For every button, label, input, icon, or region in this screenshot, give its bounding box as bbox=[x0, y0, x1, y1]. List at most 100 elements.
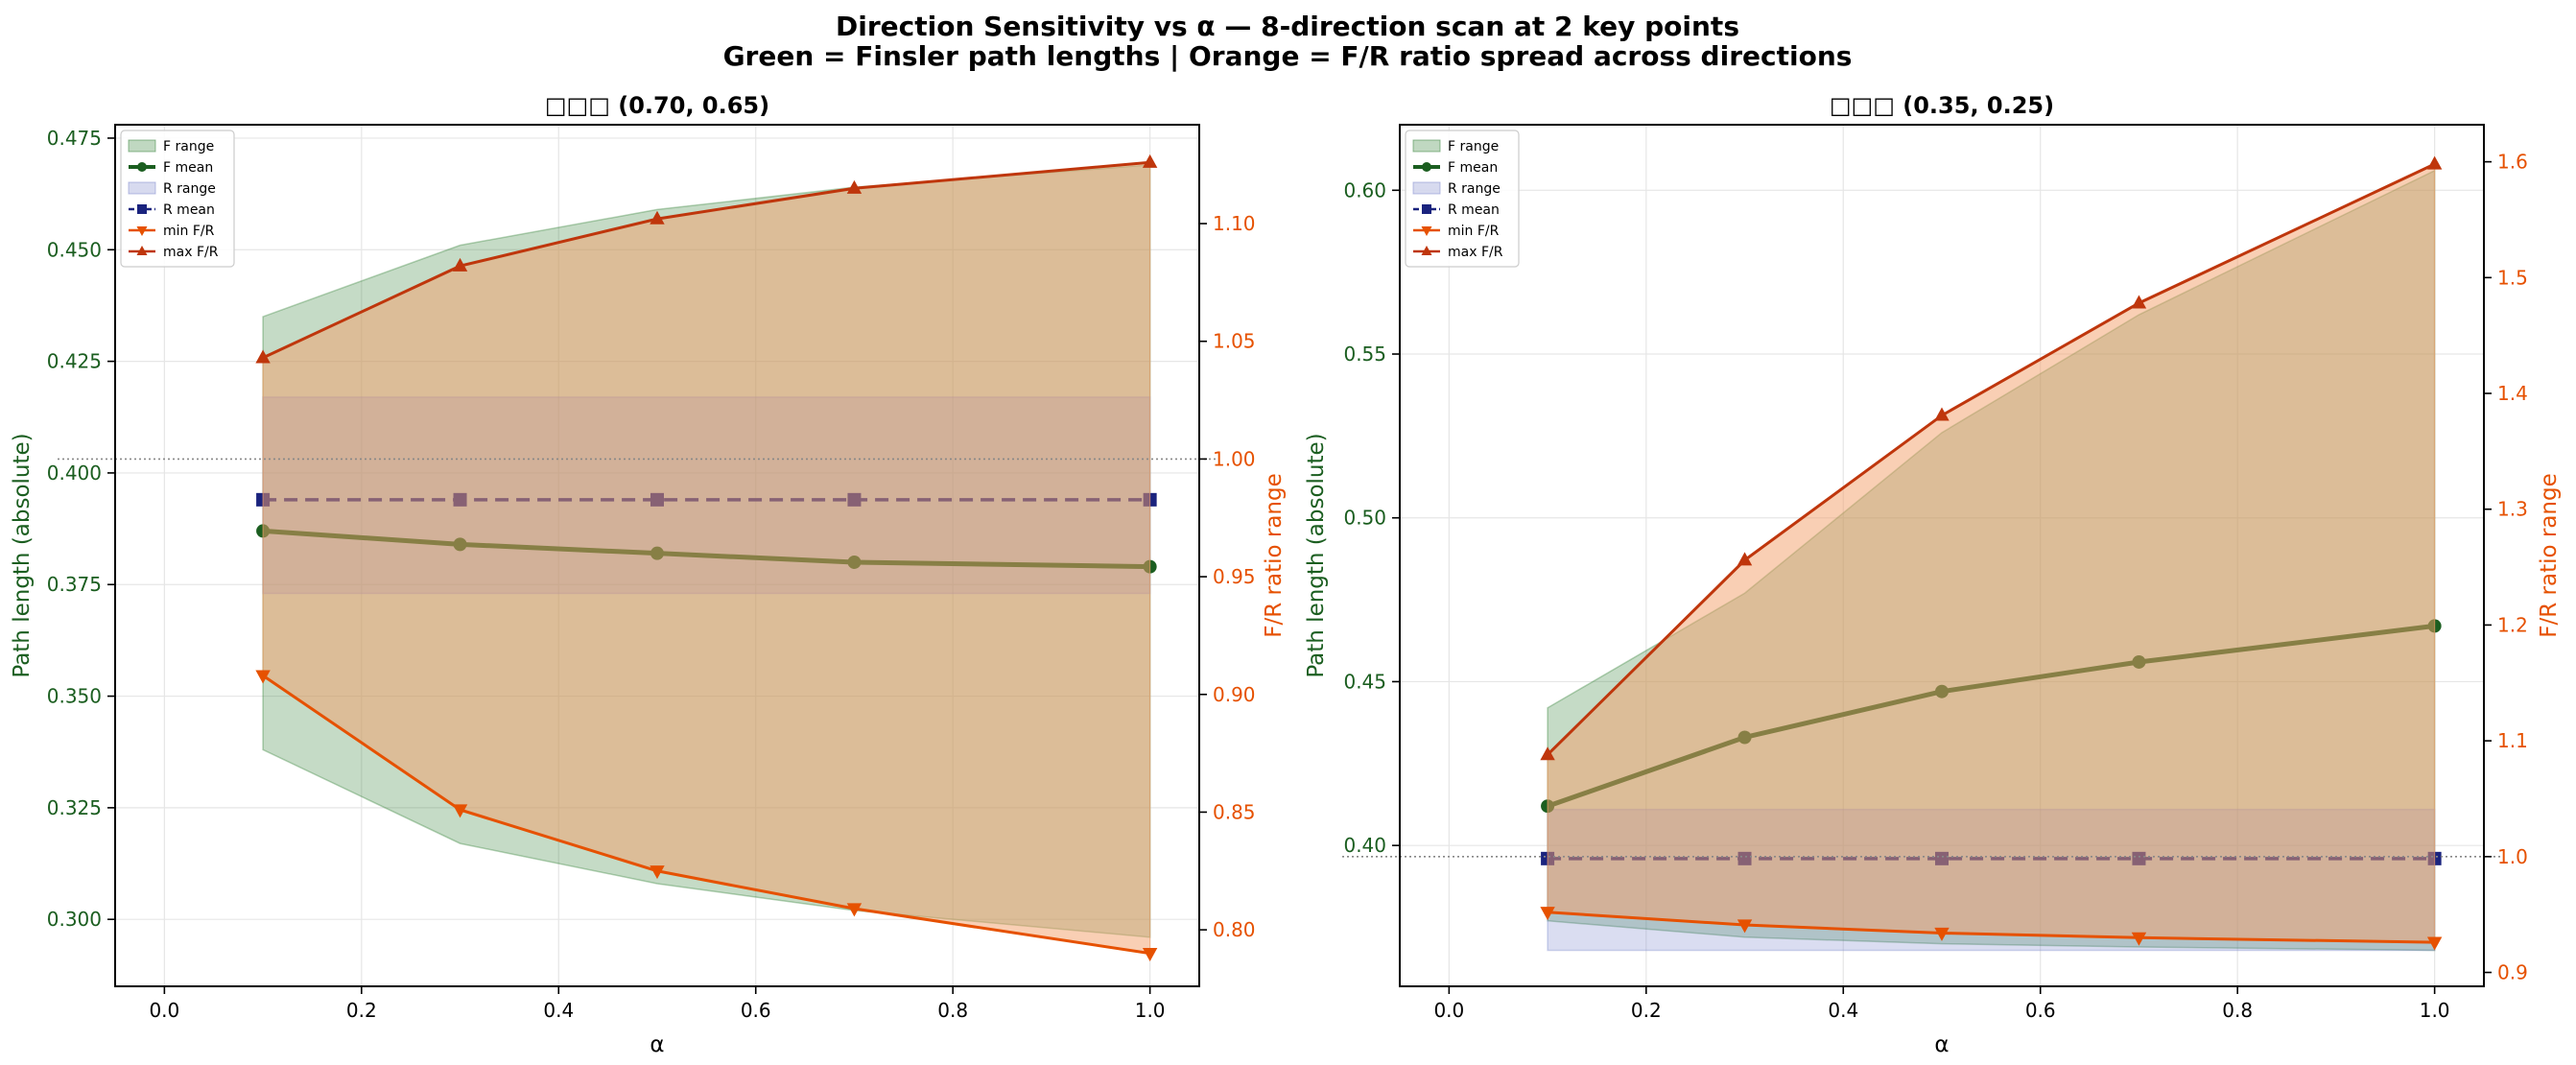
y-right-tick-label-6: 1.10 bbox=[1213, 212, 1256, 235]
max-f-r-point-1 bbox=[1737, 552, 1753, 566]
legend-label: R range bbox=[163, 181, 216, 197]
x-tick-label-2: 0.4 bbox=[543, 999, 574, 1022]
max-f-r-point-0 bbox=[1540, 746, 1555, 761]
legend-label: F mean bbox=[163, 160, 213, 176]
y-left-tick-label-4: 0.400 bbox=[47, 462, 102, 485]
y-right-tick-label-3: 0.95 bbox=[1213, 565, 1256, 588]
legend-marker bbox=[137, 162, 147, 172]
y-left-tick-label-1: 0.325 bbox=[47, 796, 102, 819]
y-left-tick-label-0: 0.300 bbox=[47, 908, 102, 931]
legend-item-min-f-r: min F/R bbox=[129, 224, 215, 239]
x-axis: 0.0 0.2 0.4 0.6 0.8 1.0 α bbox=[1433, 986, 2450, 1057]
y-left-tick-label-3: 0.55 bbox=[1343, 343, 1386, 366]
legend-item-r-mean: R mean bbox=[129, 202, 215, 218]
x-tick-label-4: 0.8 bbox=[2222, 999, 2253, 1022]
y-left-tick-label-3: 0.375 bbox=[47, 573, 102, 596]
legend-marker bbox=[136, 246, 148, 255]
min-f-r-point-2 bbox=[1934, 927, 1950, 941]
axes-frame bbox=[1399, 124, 2485, 987]
x-tick-label-3: 0.6 bbox=[741, 999, 771, 1022]
y-right-tick-label-3: 1.2 bbox=[2497, 613, 2528, 636]
legend-marker bbox=[1421, 226, 1432, 236]
x-tick-label-2: 0.4 bbox=[1828, 999, 1858, 1022]
legend-label: R mean bbox=[163, 202, 215, 218]
min-f-r-point-1 bbox=[452, 804, 468, 818]
y-left-tick-label-4: 0.60 bbox=[1343, 178, 1386, 201]
legend-marker bbox=[136, 226, 148, 236]
y-axis-right: 0.80 0.85 0.90 0.95 1.00 1.05 1.10 F/R ratio ra… bbox=[1199, 212, 1287, 941]
legend-item-f-range: F range bbox=[128, 139, 214, 154]
y-right-tick-label-5: 1.05 bbox=[1213, 330, 1256, 353]
legend-label: R mean bbox=[1448, 202, 1500, 218]
legend-item-max-f-r: max F/R bbox=[1413, 245, 1503, 260]
y-right-tick-label-0: 0.9 bbox=[2497, 961, 2528, 984]
min-f-r-point-3 bbox=[2131, 932, 2147, 946]
x-tick-label-4: 0.8 bbox=[937, 999, 968, 1022]
y-axis-left: 0.300 0.325 0.350 0.375 0.400 0.425 0.450 0.475… bbox=[10, 127, 115, 931]
y-axis-right: 0.9 1.0 1.1 1.2 1.3 1.4 1.5 1.6 F/R ratio range bbox=[2484, 151, 2562, 984]
max-f-r-point-3 bbox=[2131, 295, 2147, 309]
legend-label: min F/R bbox=[1448, 224, 1500, 239]
max-f-r-point-2 bbox=[1934, 407, 1950, 421]
max-f-r-point-1 bbox=[452, 257, 468, 272]
max-f-r-point-4 bbox=[1142, 154, 1158, 168]
x-tick-label-3: 0.6 bbox=[2025, 999, 2056, 1022]
legend-label: F range bbox=[1448, 139, 1499, 154]
min-f-r-point-1 bbox=[1737, 919, 1753, 934]
x-axis-label: α bbox=[1934, 1032, 1949, 1057]
x-axis-label: α bbox=[650, 1032, 664, 1057]
y-right-tick-label-6: 1.5 bbox=[2497, 266, 2528, 289]
legend-item-r-range: R range bbox=[128, 181, 216, 197]
y-right-axis-label: F/R ratio range bbox=[2537, 473, 2562, 638]
legend-swatch bbox=[1412, 139, 1441, 153]
min-f-r-point-4 bbox=[2426, 936, 2443, 951]
legend-item-r-mean: R mean bbox=[1413, 202, 1500, 218]
min-f-r-point-0 bbox=[1540, 907, 1555, 921]
x-tick-label-1: 0.2 bbox=[1631, 999, 1662, 1022]
y-right-tick-label-1: 1.0 bbox=[2497, 845, 2528, 868]
legend-marker bbox=[1422, 204, 1431, 214]
y-left-tick-label-0: 0.40 bbox=[1343, 834, 1386, 857]
legend-item-f-mean: F mean bbox=[1413, 160, 1498, 176]
min-f-r-series bbox=[1540, 907, 2443, 951]
min-f-r-series bbox=[255, 670, 1158, 962]
y-right-tick-label-2: 1.1 bbox=[2497, 729, 2528, 752]
max-f-r-point-3 bbox=[846, 179, 863, 194]
right-panel: 0.0 0.2 0.4 0.6 0.8 1.0 α 0.40 0.45 0.50 0.55 0.60 P… bbox=[1304, 92, 2562, 1057]
y-left-tick-label-2: 0.50 bbox=[1343, 507, 1386, 530]
legend: F range F mean R range R mean min F/R max F/R bbox=[120, 130, 235, 268]
legend-swatch bbox=[1412, 181, 1441, 195]
x-tick-label-5: 1.0 bbox=[1135, 999, 1166, 1022]
y-left-tick-label-7: 0.475 bbox=[47, 127, 102, 150]
panel-title: □□□ (0.70, 0.65) bbox=[545, 92, 769, 119]
legend-marker bbox=[1422, 162, 1431, 172]
panel-title: □□□ (0.35, 0.25) bbox=[1830, 92, 2054, 119]
legend: F range F mean R range R mean min F/R max F/R bbox=[1405, 130, 1520, 268]
legend-marker bbox=[1421, 246, 1432, 255]
y-axis-left: 0.40 0.45 0.50 0.55 0.60 Path length (absolut… bbox=[1304, 178, 1400, 857]
x-axis: 0.0 0.2 0.4 0.6 0.8 1.0 α bbox=[149, 986, 1166, 1057]
legend-label: F mean bbox=[1448, 160, 1498, 176]
legend-swatch bbox=[128, 181, 156, 195]
legend-item-f-mean: F mean bbox=[129, 160, 213, 176]
legend-swatch bbox=[128, 139, 156, 153]
y-left-tick-label-5: 0.425 bbox=[47, 350, 102, 373]
x-tick-label-5: 1.0 bbox=[2420, 999, 2450, 1022]
legend-label: max F/R bbox=[1448, 245, 1503, 260]
y-left-tick-label-1: 0.45 bbox=[1343, 670, 1386, 693]
y-right-tick-label-4: 1.3 bbox=[2497, 498, 2528, 521]
x-tick-label-0: 0.0 bbox=[1433, 999, 1464, 1022]
figure-title-line2: Green = Finsler path lengths | Orange = … bbox=[723, 40, 1853, 72]
y-left-axis-label: Path length (absolute) bbox=[1304, 433, 1329, 677]
legend-label: F range bbox=[163, 139, 214, 154]
legend-item-min-f-r: min F/R bbox=[1413, 224, 1500, 239]
legend-item-max-f-r: max F/R bbox=[129, 245, 219, 260]
y-right-tick-label-7: 1.6 bbox=[2497, 151, 2528, 174]
y-left-tick-label-6: 0.450 bbox=[47, 238, 102, 261]
y-right-tick-label-4: 1.00 bbox=[1213, 447, 1256, 470]
legend-label: min F/R bbox=[163, 224, 215, 239]
legend-item-f-range: F range bbox=[1412, 139, 1499, 154]
legend-item-r-range: R range bbox=[1412, 181, 1501, 197]
min-f-r-point-0 bbox=[255, 670, 271, 684]
